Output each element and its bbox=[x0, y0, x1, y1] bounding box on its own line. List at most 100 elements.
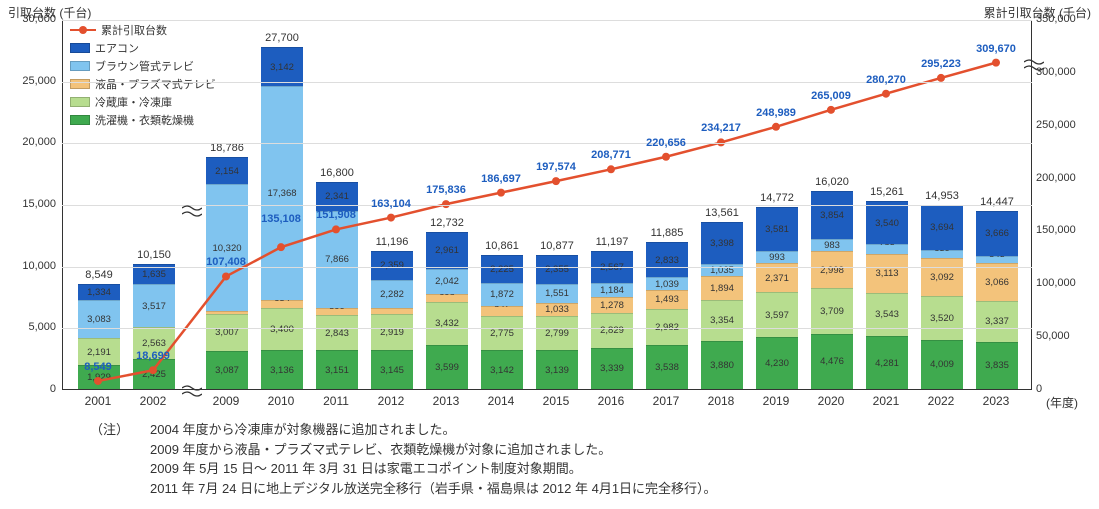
legend-item: エアコン bbox=[70, 40, 216, 56]
bar-total-label: 13,561 bbox=[705, 207, 739, 219]
y-right-tick: 50,000 bbox=[1036, 330, 1070, 342]
bar-seg-value: 1,635 bbox=[129, 269, 179, 280]
x-tick: 2010 bbox=[268, 394, 295, 408]
legend-item: 洗濯機・衣類乾燥機 bbox=[70, 112, 216, 128]
chart-container: 引取台数 (千台) 累計引取台数 (千台) 1,9292,1913,0831,3… bbox=[0, 0, 1099, 509]
bar-seg-value: 1,278 bbox=[587, 300, 637, 311]
note-line: 2004 年度から冷凍庫が対象機器に追加されました。 bbox=[150, 422, 456, 437]
y-left-tick: 5,000 bbox=[0, 321, 56, 333]
x-tick: 2019 bbox=[763, 394, 790, 408]
bar-total-label: 11,197 bbox=[596, 236, 629, 248]
note-line: 2009 年度から液晶・プラズマ式テレビ、衣類乾燥機が対象に追加されました。 bbox=[150, 442, 611, 457]
y-left-tick: 25,000 bbox=[0, 75, 56, 87]
bar-total-label: 11,885 bbox=[651, 227, 684, 239]
bar-seg-value: 1,184 bbox=[587, 285, 637, 296]
bar-seg-value: 2,799 bbox=[532, 328, 582, 339]
legend-item: 累計引取台数 bbox=[70, 22, 216, 38]
y-left-tick: 20,000 bbox=[0, 136, 56, 148]
bar-seg-value: 983 bbox=[807, 240, 857, 251]
bar-seg-value: 1,929 bbox=[74, 372, 124, 383]
x-tick: 2009 bbox=[213, 394, 240, 408]
legend-label: エアコン bbox=[95, 40, 139, 56]
legend-label: ブラウン管式テレビ bbox=[95, 58, 194, 74]
bar-total-label: 10,150 bbox=[137, 249, 171, 261]
bar-seg-value: 1,551 bbox=[532, 288, 582, 299]
y-right-tick: 200,000 bbox=[1036, 172, 1076, 184]
bar-total-label: 14,953 bbox=[925, 190, 959, 202]
bar-seg-value: 1,039 bbox=[642, 279, 692, 290]
bar-seg-value: 2,563 bbox=[129, 338, 179, 349]
bar-seg-value: 3,145 bbox=[367, 365, 417, 376]
bar-seg-value: 3,139 bbox=[532, 365, 582, 376]
bar-seg-value: 3,543 bbox=[862, 309, 912, 320]
cumulative-label: 18,699 bbox=[136, 350, 170, 362]
bar-seg-value: 2,829 bbox=[587, 325, 637, 336]
bar-seg-value: 2,341 bbox=[312, 191, 362, 202]
notes-label: （注） bbox=[90, 420, 150, 440]
note-line: 2009 年 5月 15 日〜 2011 年 3月 31 日は家電エコポイント制… bbox=[150, 461, 582, 476]
bar-seg-value: 2,225 bbox=[477, 264, 527, 275]
x-tick: 2022 bbox=[928, 394, 955, 408]
cumulative-label: 265,009 bbox=[811, 90, 851, 102]
footnotes: （注）2004 年度から冷凍庫が対象機器に追加されました。 2009 年度から液晶… bbox=[90, 420, 717, 498]
bar-seg-value: 2,042 bbox=[422, 276, 472, 287]
bar-seg-value: 3,142 bbox=[257, 62, 307, 73]
bar-seg-value: 3,520 bbox=[917, 313, 967, 324]
bar-seg-value: 3,113 bbox=[862, 268, 912, 279]
bar-seg-value: 2,371 bbox=[752, 273, 802, 284]
x-tick: 2002 bbox=[140, 394, 167, 408]
bar-seg-value: 1,872 bbox=[477, 289, 527, 300]
bar-seg-value: 10,320 bbox=[202, 243, 252, 254]
bar-total-label: 10,877 bbox=[540, 240, 574, 252]
x-tick: 2013 bbox=[433, 394, 460, 408]
bar-seg-value: 3,854 bbox=[807, 210, 857, 221]
bar-total-label: 11,196 bbox=[376, 236, 409, 248]
cumulative-label: 135,108 bbox=[261, 213, 301, 225]
cumulative-label: 248,989 bbox=[756, 107, 796, 119]
bar-seg-value: 3,538 bbox=[642, 362, 692, 373]
bar-total-label: 15,261 bbox=[870, 186, 904, 198]
bar-seg-value: 3,597 bbox=[752, 310, 802, 321]
legend-label: 液晶・プラズマ式テレビ bbox=[95, 76, 216, 92]
bar-seg-value: 1,334 bbox=[74, 287, 124, 298]
legend-label: 累計引取台数 bbox=[101, 22, 167, 38]
bar-seg-value: 2,833 bbox=[642, 255, 692, 266]
bar-seg-lcd_plasma bbox=[371, 308, 413, 314]
bar-seg-value: 3,339 bbox=[587, 363, 637, 374]
bar-seg-value: 3,581 bbox=[752, 224, 802, 235]
bar-seg-value: 1,894 bbox=[697, 283, 747, 294]
bar-seg-value: 3,540 bbox=[862, 218, 912, 229]
x-tick: 2011 bbox=[323, 394, 349, 408]
cumulative-label: 208,771 bbox=[591, 149, 631, 161]
cumulative-label: 220,656 bbox=[646, 137, 686, 149]
x-tick: 2001 bbox=[85, 394, 112, 408]
legend-item: 冷蔵庫・冷凍庫 bbox=[70, 94, 216, 110]
bar-seg-value: 2,425 bbox=[129, 369, 179, 380]
legend-label: 冷蔵庫・冷凍庫 bbox=[95, 94, 172, 110]
x-tick: 2012 bbox=[378, 394, 405, 408]
cumulative-label: 309,670 bbox=[976, 43, 1016, 55]
bar-seg-value: 3,337 bbox=[972, 316, 1022, 327]
cumulative-label: 280,270 bbox=[866, 74, 906, 86]
bar-seg-lcd_plasma bbox=[206, 311, 248, 314]
legend-label: 洗濯機・衣類乾燥機 bbox=[95, 112, 194, 128]
bar-total-label: 10,861 bbox=[485, 240, 519, 252]
bar-seg-value: 3,517 bbox=[129, 301, 179, 312]
bar-seg-value: 3,092 bbox=[917, 272, 967, 283]
bar-seg-value: 3,087 bbox=[202, 365, 252, 376]
bar-seg-value: 3,835 bbox=[972, 360, 1022, 371]
bar-seg-value: 2,191 bbox=[74, 347, 124, 358]
x-tick: 2017 bbox=[653, 394, 680, 408]
bar-seg-value: 3,599 bbox=[422, 362, 472, 373]
cumulative-label: 163,104 bbox=[371, 198, 411, 210]
cumulative-label: 175,836 bbox=[426, 184, 466, 196]
bar-total-label: 14,447 bbox=[980, 196, 1014, 208]
legend-item: ブラウン管式テレビ bbox=[70, 58, 216, 74]
bar-seg-value: 4,230 bbox=[752, 358, 802, 369]
y-right-tick: 0 bbox=[1036, 383, 1042, 395]
x-tick: 2016 bbox=[598, 394, 625, 408]
bar-seg-value: 3,136 bbox=[257, 365, 307, 376]
y-right-tick: 350,000 bbox=[1036, 13, 1076, 25]
y-left-tick: 10,000 bbox=[0, 260, 56, 272]
bar-seg-value: 1,493 bbox=[642, 294, 692, 305]
